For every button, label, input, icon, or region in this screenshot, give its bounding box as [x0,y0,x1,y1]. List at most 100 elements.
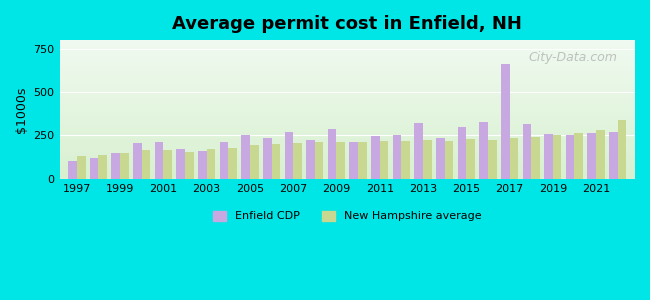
Bar [414,123,423,179]
Bar [479,122,488,179]
Bar [60,68,635,69]
Bar [510,138,518,179]
Bar [60,70,635,72]
Bar [60,46,635,47]
Bar [60,107,635,108]
Bar [60,161,635,162]
Bar [185,152,194,179]
Bar [228,148,237,179]
Bar [60,143,635,144]
Bar [358,142,367,179]
Bar [60,148,635,150]
Bar [60,57,635,58]
Bar [371,136,380,179]
Bar [60,125,635,126]
Bar [207,149,215,179]
Bar [60,146,635,147]
Bar [60,119,635,121]
Bar [544,134,552,179]
Bar [401,141,410,179]
Bar [60,147,635,148]
Bar [60,83,635,85]
Bar [285,132,293,179]
Y-axis label: $1000s: $1000s [15,86,28,133]
Bar [60,134,635,136]
Bar [60,129,635,130]
Bar [60,105,635,107]
Bar [60,58,635,59]
Bar [350,142,358,179]
Bar [241,135,250,179]
Bar [60,141,635,143]
Bar [60,48,635,50]
Bar [68,161,77,179]
Bar [60,159,635,161]
Bar [60,177,635,179]
Legend: Enfield CDP, New Hampshire average: Enfield CDP, New Hampshire average [208,206,486,226]
Bar [60,40,635,41]
Bar [60,72,635,74]
Text: City-Data.com: City-Data.com [529,51,617,64]
Bar [60,158,635,159]
Title: Average permit cost in Enfield, NH: Average permit cost in Enfield, NH [172,15,522,33]
Bar [60,51,635,52]
Bar [60,172,635,173]
Bar [111,153,120,179]
Bar [60,168,635,169]
Bar [60,126,635,128]
Bar [263,138,272,179]
Bar [60,162,635,164]
Bar [60,133,635,134]
Bar [60,108,635,110]
Bar [60,121,635,122]
Bar [198,151,207,179]
Bar [60,144,635,146]
Bar [458,127,466,179]
Bar [488,140,497,179]
Bar [575,133,583,179]
Bar [293,143,302,179]
Bar [60,175,635,176]
Bar [60,122,635,123]
Bar [60,130,635,132]
Bar [99,154,107,179]
Bar [60,98,635,100]
Bar [60,136,635,137]
Bar [272,144,280,179]
Bar [60,173,635,175]
Bar [163,150,172,179]
Bar [60,61,635,62]
Bar [60,76,635,78]
Bar [393,135,401,179]
Bar [60,52,635,54]
Bar [60,41,635,43]
Bar [588,134,596,179]
Bar [60,118,635,119]
Bar [60,43,635,44]
Bar [60,100,635,101]
Bar [60,164,635,165]
Bar [155,142,163,179]
Bar [60,69,635,70]
Bar [60,90,635,92]
Bar [176,149,185,179]
Bar [60,150,635,151]
Bar [60,75,635,76]
Bar [142,150,150,179]
Bar [60,128,635,129]
Bar [60,62,635,64]
Bar [523,124,531,179]
Bar [77,156,86,179]
Bar [60,65,635,67]
Bar [60,166,635,168]
Bar [60,86,635,87]
Bar [566,135,575,179]
Bar [60,82,635,83]
Bar [380,141,389,179]
Bar [60,47,635,48]
Bar [60,114,635,115]
Bar [60,151,635,152]
Bar [60,155,635,157]
Bar [60,115,635,116]
Bar [328,129,337,179]
